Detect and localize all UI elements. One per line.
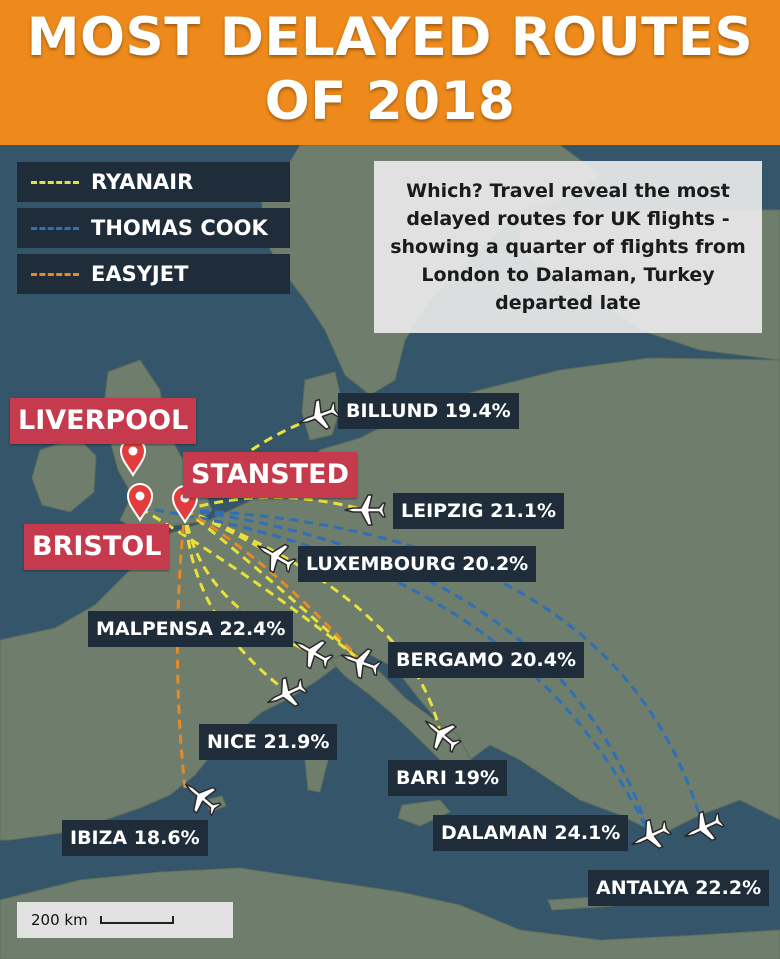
scale-label: 200 km: [31, 911, 88, 929]
legend-ryanair-swatch: [31, 180, 79, 184]
legend-thomas-cook: THOMAS COOK: [17, 208, 290, 248]
legend-thomas-cook-label: THOMAS COOK: [91, 216, 268, 240]
label-dalaman: DALAMAN 24.1%: [433, 815, 629, 851]
thomas-cook-routes: [139, 506, 705, 837]
label-antalya: ANTALYA 22.2%: [588, 870, 770, 906]
legend-easyjet: EASYJET: [17, 254, 290, 294]
legend-easyjet-label: EASYJET: [91, 262, 189, 286]
label-malpensa: MALPENSA 22.4%: [88, 611, 294, 647]
legend-easyjet-swatch: [31, 272, 79, 276]
easyjet-routes: [176, 508, 362, 789]
label-ibiza: IBIZA 18.6%: [62, 820, 208, 856]
header-banner: MOST DELAYED ROUTES OF 2018: [0, 0, 780, 145]
info-text: Which? Travel reveal the most delayed ro…: [390, 180, 746, 314]
label-luxembourg: LUXEMBOURG 20.2%: [298, 546, 537, 582]
label-bari: BARI 19%: [388, 760, 507, 796]
label-stansted: STANSTED: [183, 452, 357, 498]
scale-ruler: [99, 916, 174, 924]
legend-thomas-cook-swatch: [31, 226, 79, 230]
info-box: Which? Travel reveal the most delayed ro…: [374, 161, 762, 333]
label-leipzig: LEIPZIG 21.1%: [393, 493, 565, 529]
scale-bar: 200 km: [17, 902, 233, 938]
label-nice: NICE 21.9%: [199, 724, 338, 760]
label-billund: BILLUND 19.4%: [338, 393, 519, 429]
legend-ryanair-label: RYANAIR: [91, 170, 194, 194]
page-title: MOST DELAYED ROUTES OF 2018: [26, 7, 754, 132]
label-bristol: BRISTOL: [24, 524, 170, 570]
label-liverpool: LIVERPOOL: [10, 398, 197, 444]
legend-ryanair: RYANAIR: [17, 162, 290, 202]
label-bergamo: BERGAMO 20.4%: [388, 642, 584, 678]
